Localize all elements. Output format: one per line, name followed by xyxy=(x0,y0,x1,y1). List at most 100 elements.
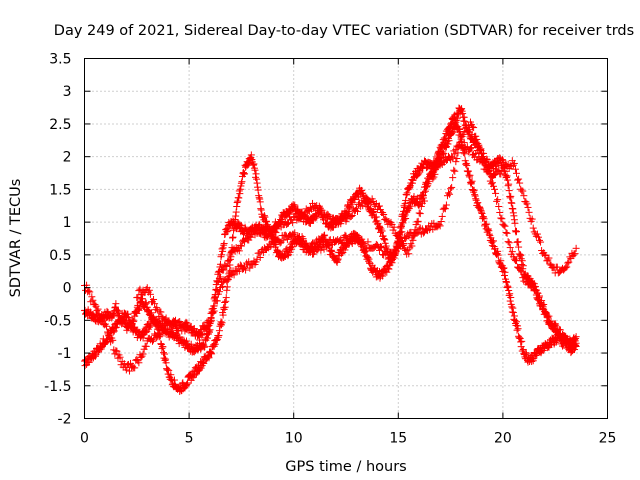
data-point xyxy=(403,208,411,216)
data-point xyxy=(377,228,385,236)
data-point xyxy=(159,343,167,351)
data-point xyxy=(397,223,405,231)
data-point xyxy=(536,236,544,244)
data-point xyxy=(112,300,120,308)
data-point xyxy=(204,330,212,338)
data-point xyxy=(508,199,516,207)
data-point xyxy=(223,228,231,236)
data-point xyxy=(161,350,169,358)
data-point xyxy=(139,295,147,303)
data-point xyxy=(223,283,231,291)
data-point xyxy=(517,251,525,259)
data-point xyxy=(406,183,414,191)
data-point xyxy=(476,205,484,213)
data-point xyxy=(170,376,178,384)
data-point xyxy=(507,199,515,207)
data-point xyxy=(350,194,358,202)
data-point xyxy=(187,340,195,348)
data-point xyxy=(460,113,468,121)
data-point xyxy=(485,230,493,238)
data-point xyxy=(480,215,488,223)
data-point xyxy=(239,169,247,177)
data-point xyxy=(309,239,317,247)
data-point xyxy=(470,186,478,194)
chart-title: Day 249 of 2021, Sidereal Day-to-day VTE… xyxy=(54,23,634,39)
data-point xyxy=(440,150,448,158)
data-point xyxy=(256,198,264,206)
data-point xyxy=(263,217,271,225)
data-point xyxy=(511,219,519,227)
y-tick-label: 0 xyxy=(63,281,72,297)
data-point xyxy=(241,223,249,231)
data-point xyxy=(305,218,313,226)
data-point xyxy=(485,227,493,235)
data-point xyxy=(134,305,142,313)
data-point xyxy=(388,259,396,267)
data-point xyxy=(254,186,262,194)
data-point xyxy=(337,250,345,258)
data-point xyxy=(372,213,380,221)
data-point xyxy=(345,204,353,212)
data-point xyxy=(184,379,192,387)
data-point xyxy=(445,137,453,145)
data-point xyxy=(131,323,139,331)
data-point xyxy=(463,162,471,170)
x-tick-label: 0 xyxy=(80,431,89,447)
data-point xyxy=(236,190,244,198)
data-point xyxy=(328,248,336,256)
data-point xyxy=(468,177,476,185)
data-point xyxy=(403,189,411,197)
data-point xyxy=(207,349,215,357)
data-point xyxy=(420,188,428,196)
data-point xyxy=(153,318,161,326)
x-tick-label: 10 xyxy=(285,431,303,447)
axis-ticks: 0 5 10 15 20 25 -2 -1.5 -1 -0.5 0 0.5 1 1.5 2 2.5 3 3.5 xyxy=(44,52,616,447)
data-point xyxy=(402,215,410,223)
data-point xyxy=(291,201,299,209)
data-point xyxy=(505,239,513,247)
data-point xyxy=(491,185,499,193)
data-point xyxy=(506,194,514,202)
y-tick-label: 2.5 xyxy=(49,117,71,133)
data-point xyxy=(203,334,211,342)
data-point xyxy=(514,238,522,246)
data-point xyxy=(257,206,265,214)
y-tick-label: 0.5 xyxy=(49,248,71,264)
data-point xyxy=(454,110,462,118)
data-point xyxy=(165,366,173,374)
data-point xyxy=(496,208,504,216)
x-tick-label: 20 xyxy=(494,431,512,447)
data-point xyxy=(135,304,143,312)
data-point xyxy=(462,160,470,168)
data-point xyxy=(380,235,388,243)
x-tick-label: 15 xyxy=(389,431,407,447)
data-point xyxy=(142,299,150,307)
data-point xyxy=(504,176,512,184)
data-point xyxy=(461,150,469,158)
data-point xyxy=(294,205,302,213)
data-point xyxy=(255,194,263,202)
data-point xyxy=(201,343,209,351)
data-point xyxy=(510,212,518,220)
data-point xyxy=(334,255,342,263)
data-point xyxy=(112,323,120,331)
data-point xyxy=(245,159,253,167)
data-point xyxy=(500,221,508,229)
data-point xyxy=(571,346,579,354)
data-point xyxy=(511,227,519,235)
data-point xyxy=(343,208,351,216)
data-point xyxy=(214,333,222,341)
data-point xyxy=(223,286,231,294)
data-point xyxy=(321,231,329,239)
data-point xyxy=(249,161,257,169)
data-point xyxy=(127,320,135,328)
data-point xyxy=(474,199,482,207)
data-point xyxy=(286,248,294,256)
data-point xyxy=(516,251,524,259)
data-point xyxy=(91,349,99,357)
data-point xyxy=(221,299,229,307)
data-point xyxy=(466,171,474,179)
data-point xyxy=(497,257,505,265)
data-point xyxy=(452,158,460,166)
